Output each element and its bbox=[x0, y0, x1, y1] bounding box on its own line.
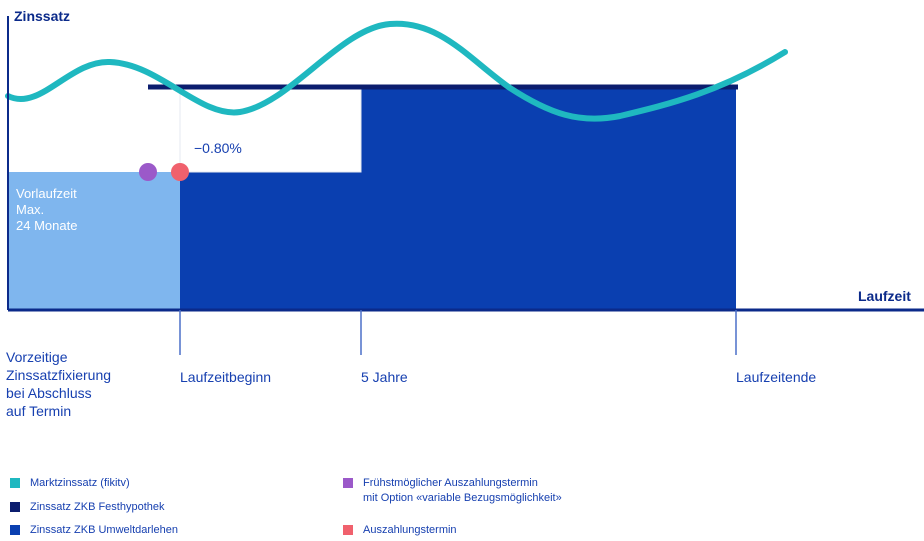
difference-outline bbox=[179, 88, 362, 173]
legend-label-eco-loan: Zinssatz ZKB Umweltdarlehen bbox=[30, 524, 178, 536]
legend-swatch-fixed-mortgage bbox=[10, 502, 20, 512]
legend-item-payout: Auszahlungstermin bbox=[343, 523, 643, 539]
eco-loan-area-reduced bbox=[180, 172, 361, 310]
payout-dot bbox=[171, 163, 189, 181]
legend-swatch-earliest-payout bbox=[343, 478, 353, 488]
legend-swatch-eco-loan bbox=[10, 525, 20, 535]
lead-time-label: Vorlaufzeit Max. 24 Monate bbox=[16, 186, 78, 233]
tick-label-laufzeitbeginn: Laufzeitbeginn bbox=[180, 369, 272, 385]
tick-label-laufzeitende: Laufzeitende bbox=[736, 369, 817, 385]
legend-label-earliest-payout: Frühstmöglicher Auszahlungstermin mit Op… bbox=[363, 477, 562, 504]
y-axis-title: Zinssatz bbox=[14, 8, 71, 24]
legend-label-fixed-mortgage: Zinssatz ZKB Festhypothek bbox=[30, 501, 165, 513]
legend-item-eco-loan: Zinssatz ZKB Umweltdarlehen bbox=[10, 523, 330, 539]
legend-label-payout: Auszahlungstermin bbox=[363, 524, 457, 536]
legend-item-market-rate: Marktzinssatz (fikitv) bbox=[10, 476, 330, 492]
tick-label-early-fixing: Vorzeitige Zinssatzfixierung bei Abschlu… bbox=[6, 349, 112, 419]
legend-label-market-rate: Marktzinssatz (fikitv) bbox=[30, 477, 130, 489]
legend-item-fixed-mortgage: Zinssatz ZKB Festhypothek bbox=[10, 500, 330, 516]
legend-item-earliest-payout: Frühstmöglicher Auszahlungstermin mit Op… bbox=[343, 476, 743, 508]
earliest-payout-dot bbox=[139, 163, 157, 181]
market-rate-curve bbox=[5, 20, 788, 122]
eco-loan-area-full bbox=[361, 88, 736, 310]
lead-time-area bbox=[8, 172, 180, 310]
legend-swatch-payout bbox=[343, 525, 353, 535]
tick-label-5-jahre: 5 Jahre bbox=[361, 369, 408, 385]
x-axis-title: Laufzeit bbox=[858, 288, 911, 304]
legend-swatch-market-rate bbox=[10, 478, 20, 488]
difference-label: −0.80% bbox=[194, 140, 242, 156]
